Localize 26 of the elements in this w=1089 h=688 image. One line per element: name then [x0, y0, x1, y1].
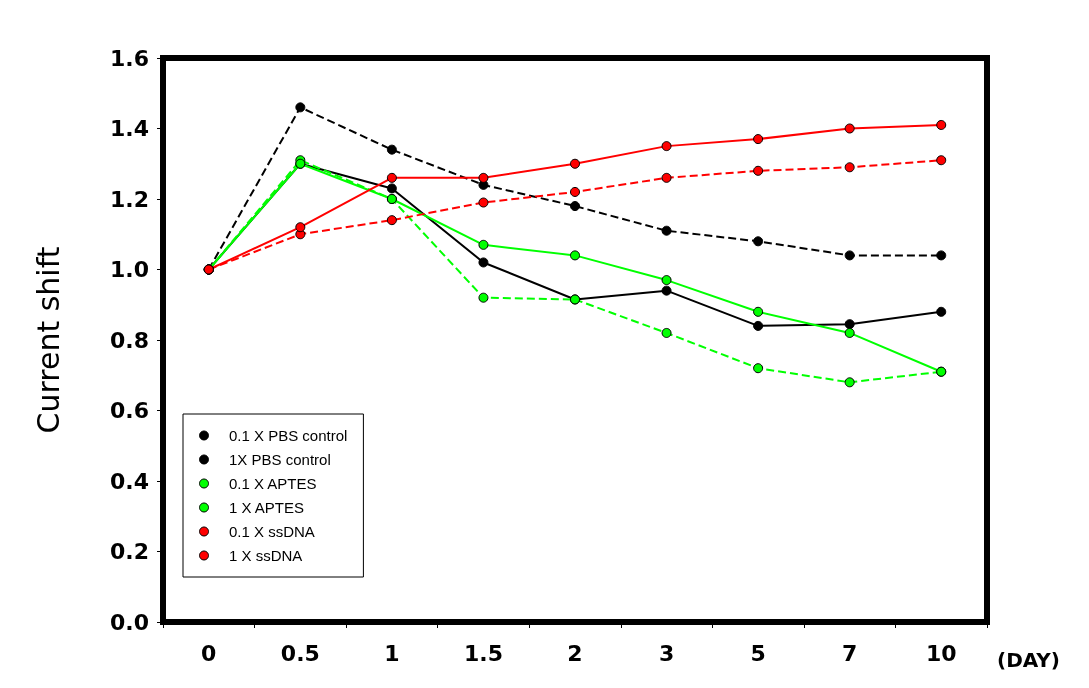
legend-label: 1 X APTES [229, 499, 305, 516]
legend-label: 1X PBS control [229, 451, 331, 468]
y-tick-label: 0.8 [110, 327, 149, 353]
y-tick-label: 1.4 [110, 116, 149, 141]
y-tick-label: 0.6 [110, 398, 149, 423]
y-axis-title: Current shift [30, 246, 66, 434]
legend-label: 0.1 X PBS control [229, 427, 348, 444]
legend-label: 1 X ssDNA [229, 547, 303, 564]
y-tick-label: 1.6 [110, 45, 149, 71]
y-tick-label: 0.4 [110, 468, 149, 494]
x-tick-label: 5 [750, 640, 766, 666]
x-tick-label: 0 [201, 640, 217, 666]
y-tick-label: 1.2 [110, 186, 149, 212]
x-tick-label: 10 [925, 640, 957, 666]
x-tick-label: 0.5 [280, 640, 320, 666]
x-tick-label: 1 [384, 640, 400, 666]
legend-label: 0.1 X ssDNA [229, 523, 315, 540]
y-tick-label: 0.0 [110, 609, 149, 635]
x-tick-label: 3 [658, 640, 675, 666]
y-tick-label: 1.0 [110, 257, 149, 282]
x-tick-label: 1.5 [463, 640, 503, 666]
y-tick-label: 0.2 [110, 539, 149, 564]
x-tick-label: 2 [567, 640, 583, 666]
x-tick-label: 7 [842, 640, 858, 666]
x-axis-title: (DAY) [997, 648, 1060, 672]
legend-label: 0.1 X APTES [229, 475, 317, 492]
